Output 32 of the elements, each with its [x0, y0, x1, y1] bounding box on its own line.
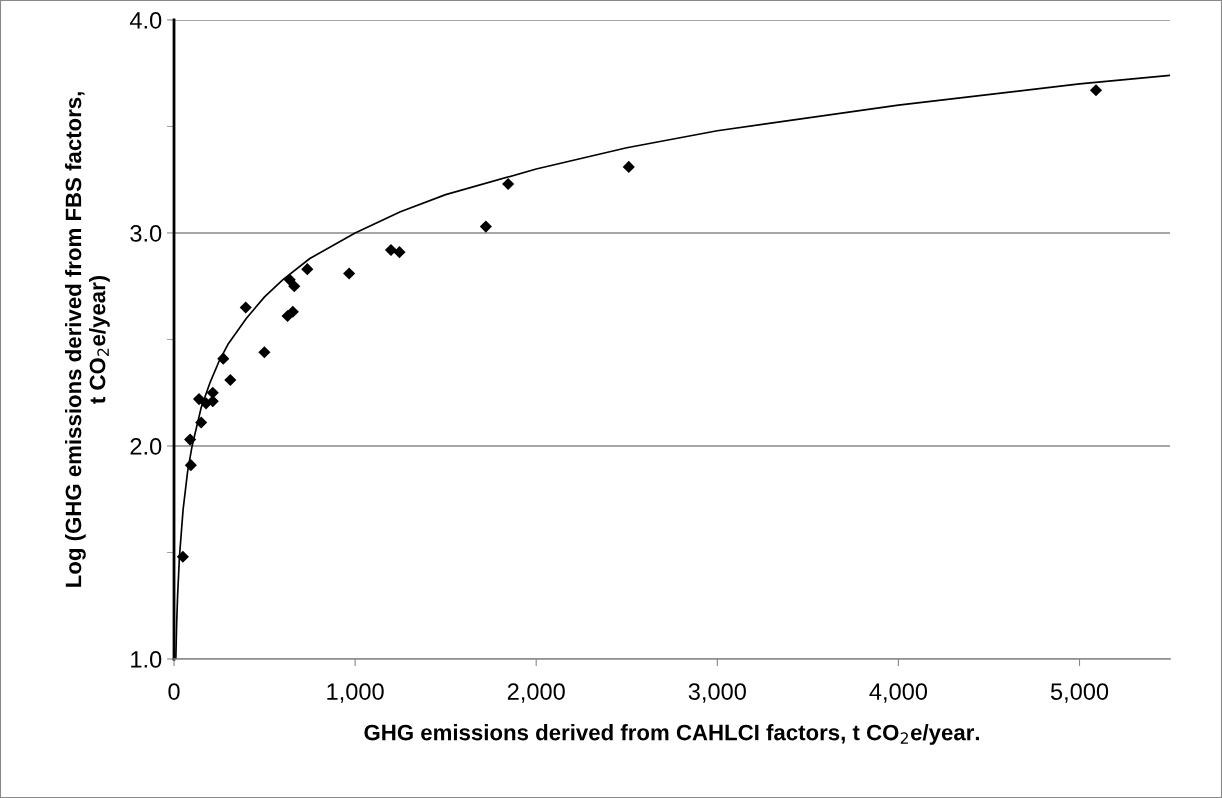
point — [502, 177, 515, 191]
point — [286, 305, 299, 318]
x-tick-label: 0 — [168, 683, 180, 700]
point — [393, 246, 406, 259]
x-tick-label: 1,000 — [327, 683, 384, 703]
x-tick-label: 3,000 — [688, 683, 746, 703]
point — [301, 263, 314, 276]
point — [192, 393, 206, 406]
y-tick-label: 1.0 — [131, 651, 162, 668]
point — [258, 346, 271, 359]
point — [384, 243, 398, 257]
point — [1089, 84, 1103, 97]
point — [288, 280, 301, 293]
x-tick-label: 2,000 — [507, 683, 565, 703]
point — [224, 373, 237, 386]
y-tick-label: 2.0 — [130, 438, 162, 455]
point — [176, 550, 189, 563]
point — [195, 416, 208, 429]
x-axis-title: GHG emissions derived from CAHLCI factors, t CO$_{2}$e/year. — [364, 724, 980, 745]
point — [184, 433, 197, 446]
point — [239, 301, 252, 314]
point — [217, 352, 230, 365]
point — [184, 459, 197, 472]
y-tick-label: 3.0 — [130, 225, 162, 242]
point — [479, 220, 492, 233]
point — [622, 160, 635, 173]
point — [343, 267, 356, 280]
y-axis-title: Log (GHG emissions derived from FBS factors, t CO$_{2}$e/year) — [65, 92, 110, 587]
x-tick-label: 5,000 — [1050, 683, 1109, 703]
x-tick-label: 4,000 — [869, 683, 928, 703]
point — [283, 273, 296, 286]
y-tick-label: 4.0 — [129, 12, 162, 29]
